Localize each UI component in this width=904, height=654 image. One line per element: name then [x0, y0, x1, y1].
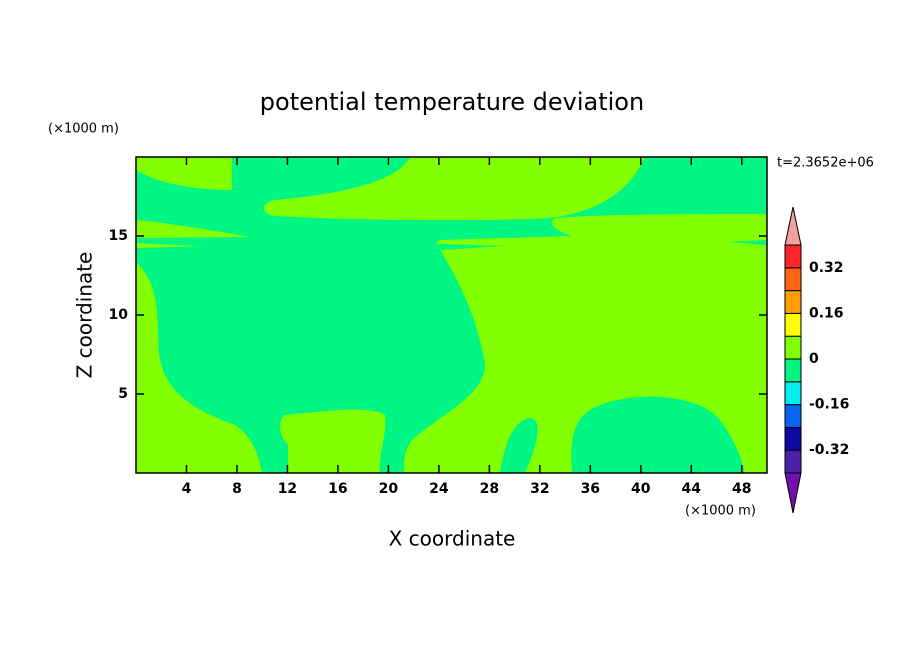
x-tick-label: 24: [429, 481, 449, 497]
contour-region: [136, 157, 767, 473]
chart-title: potential temperature deviation: [260, 88, 644, 116]
colorbar-tick-label: -0.16: [809, 397, 849, 413]
colorbar-band: [784, 404, 802, 428]
y-tick-label: 15: [109, 228, 128, 244]
colorbar-band: [784, 449, 802, 474]
colorbar-over: [784, 206, 802, 246]
contour-field: [136, 157, 767, 473]
colorbar-band: [784, 290, 802, 314]
x-unit: (×1000 m): [685, 504, 756, 519]
colorbar-tick-label: 0.16: [809, 305, 844, 321]
colorbar-band: [784, 335, 802, 360]
colorbar-under: [784, 472, 802, 514]
colorbar-tick-label: 0: [809, 351, 819, 367]
annotation: t=2.3652e+06: [777, 156, 874, 171]
colorbar-tick-label: -0.32: [809, 442, 849, 458]
x-tick-label: 4: [182, 481, 192, 497]
colorbar-band: [784, 358, 802, 383]
y-axis-title: Z coordinate: [73, 252, 97, 379]
x-tick-label: 20: [379, 481, 399, 497]
colorbar-band: [784, 244, 802, 269]
x-tick-label: 40: [631, 481, 651, 497]
x-tick-label: 8: [232, 481, 242, 497]
colorbar-band: [784, 312, 802, 337]
y-unit: (×1000 m): [48, 122, 119, 137]
x-axis-title: X coordinate: [389, 527, 516, 551]
x-tick-label: 44: [682, 481, 702, 497]
colorbar-tick-label: 0.32: [809, 260, 844, 276]
contour-region: [571, 396, 745, 473]
x-tick-label: 12: [278, 481, 297, 497]
y-tick-label: 10: [109, 307, 129, 323]
x-tick-label: 16: [328, 481, 347, 497]
contour-region: [500, 418, 538, 473]
colorbar-band: [784, 267, 802, 292]
contour-region: [728, 240, 767, 245]
colorbar-band: [784, 381, 802, 406]
colorbar-band: [784, 426, 802, 451]
x-tick-label: 28: [480, 481, 499, 497]
x-tick-label: 36: [581, 481, 600, 497]
x-tick-label: 48: [732, 481, 751, 497]
x-tick-label: 32: [530, 481, 549, 497]
y-tick-label: 5: [118, 386, 128, 402]
